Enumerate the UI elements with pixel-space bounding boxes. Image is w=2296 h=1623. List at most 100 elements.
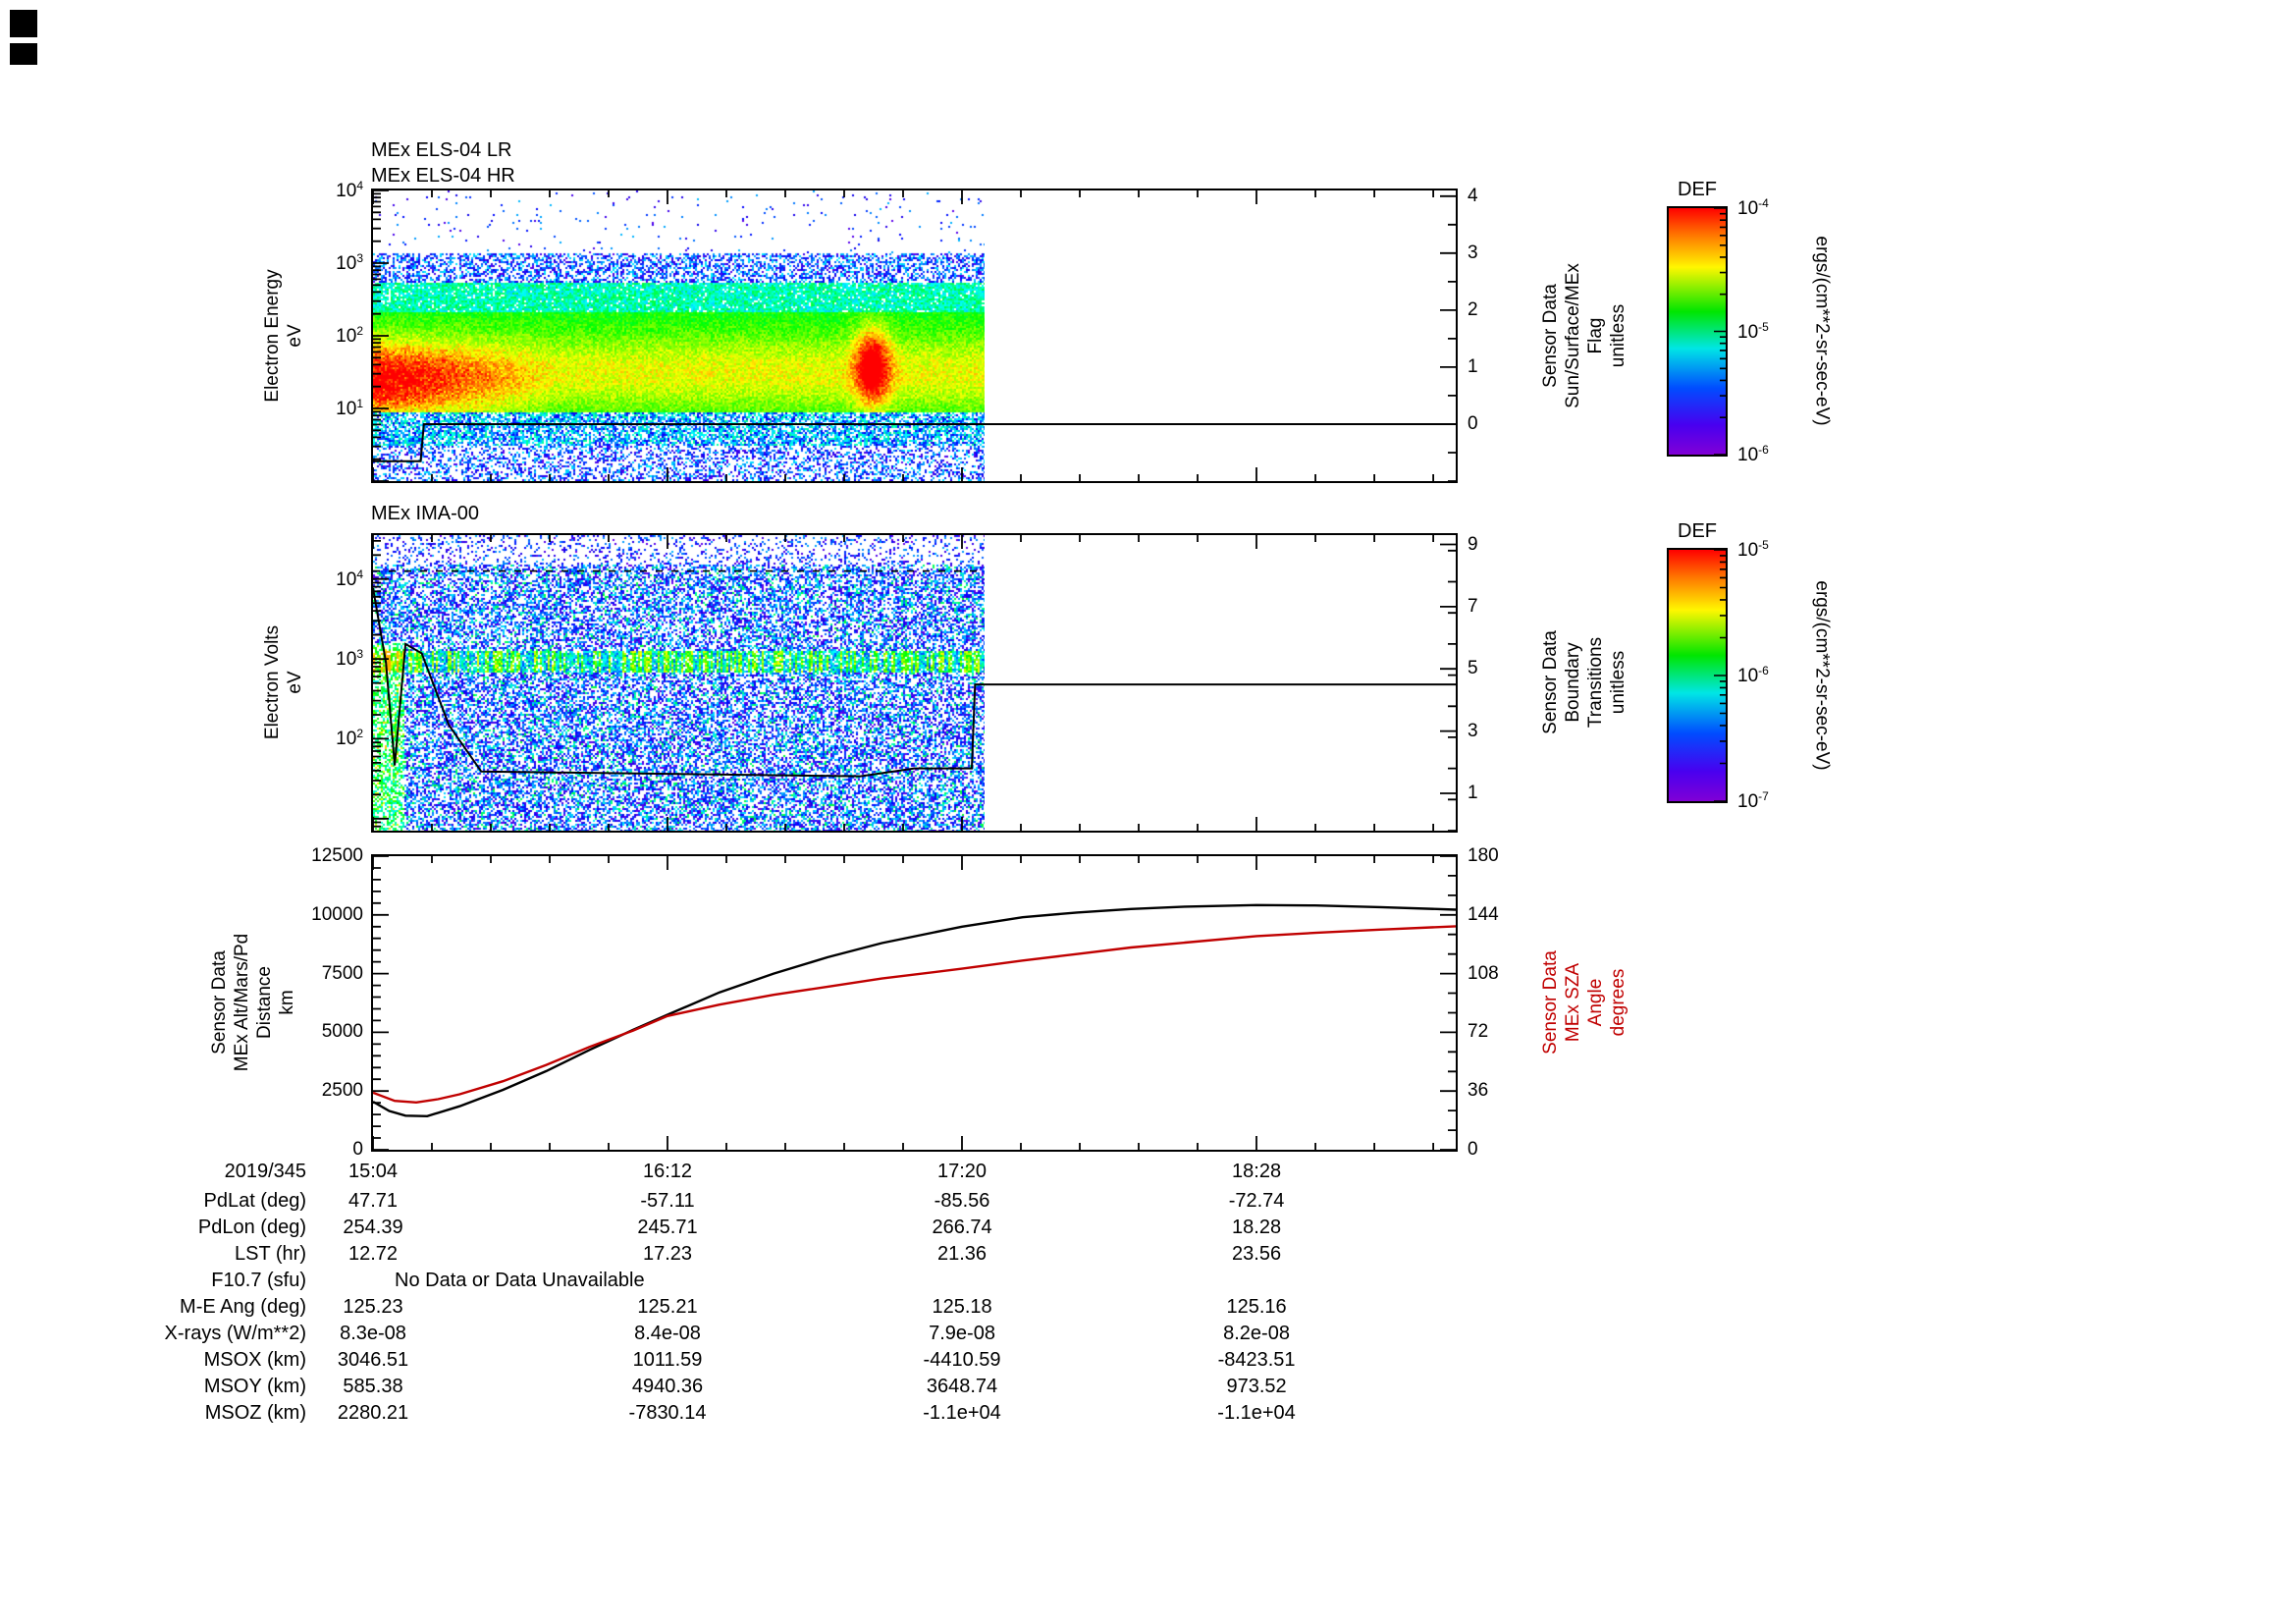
table-cell: -4410.59 [923,1349,1001,1371]
table-cell: 125.23 [343,1296,403,1318]
axis-title-line: MEx SZA [1563,962,1583,1043]
plot-line [373,856,1456,1150]
els-panel-title-hr: MEx ELS-04 HR [371,165,515,187]
axis-title-line: eV [285,671,305,694]
ima-panel-title: MEx IMA-00 [371,503,480,524]
table-cell: 1011.59 [632,1349,703,1371]
table-row-label: MSOZ (km) [204,1402,306,1424]
table-cell: -7830.14 [628,1402,707,1424]
els-right-tick-label: 0 [1468,412,1478,434]
table-cell: -8423.51 [1217,1349,1296,1371]
plot-line [373,190,1456,481]
table-cell: 47.71 [347,1190,399,1212]
plot-line [373,535,1456,831]
table-row: X-rays (W/m**2) 8.3e-08 8.4e-08 7.9e-08 8.2e… [0,1323,2296,1348]
colorbar-tick-label: 10-5 [1737,319,1769,343]
table-cell: -1.1e+04 [923,1402,1001,1424]
axis-title-line: Boundary [1563,642,1583,723]
axis-title-line: Transitions [1585,636,1606,729]
axis-title-line: Sensor Data [209,950,230,1055]
x-axis-time-label: 17:20 [937,1161,988,1182]
xy-left-tick-label: 7500 [321,962,363,984]
xy-right-tick-label: 72 [1468,1021,1489,1043]
ima-right-axis-title: Sensor Data Boundary Transitions unitless [1539,630,1629,734]
colorbar-ima-units: ergs/(cm**2-sr-sec-eV) [1811,580,1833,771]
axis-title-line: Sun/Surface/MEx [1563,263,1583,408]
plot-line [373,903,1456,1118]
ima-right-tick-label: 3 [1468,720,1478,741]
xy-left-axis-title: Sensor Data MEx Alt/Mars/Pd Distance km [208,934,298,1071]
table-cell: 125.21 [637,1296,698,1318]
axis-title-line: Sensor Data [1540,630,1561,734]
colorbar-els-title: DEF [1678,179,1717,200]
table-row-label: F10.7 (sfu) [211,1270,306,1291]
table-cell: 125.18 [932,1296,992,1318]
colorbar-scale-ticks [1714,208,1726,455]
els-y-tick-label: 103 [336,250,363,275]
table-cell: 23.56 [1232,1243,1282,1265]
axis-title-line: Flag [1585,317,1606,354]
els-right-tick-label: 1 [1468,355,1478,377]
table-cell: 585.38 [343,1376,403,1397]
ima-spectrogram-panel [371,533,1458,833]
table-cell: 8.4e-08 [634,1323,701,1344]
table-row: PdLat (deg) 47.71 -57.11 -85.56 -72.74 [0,1190,2296,1216]
axis-title-line: Electron Energy [262,269,283,403]
axis-title-line: Angle [1585,978,1606,1027]
table-cell: 3648.74 [926,1376,998,1397]
els-spectrogram-image [373,190,985,481]
x-axis-time-label: 16:12 [642,1161,693,1182]
els-right-axis-title: Sensor Data Sun/Surface/MEx Flag unitless [1539,263,1629,408]
table-row-label: PdLon (deg) [197,1217,306,1238]
table-cell: -57.11 [640,1190,695,1212]
plot-line [373,423,1456,462]
xy-right-tick-label: 36 [1468,1080,1489,1102]
axis-title-line: unitless [1608,303,1629,368]
ima-right-tick-label: 7 [1468,595,1478,617]
axis-title-line: Sensor Data [1540,284,1561,388]
colorbar-els-units: ergs/(cm**2-sr-sec-eV) [1811,236,1833,426]
ima-y-tick-label: 103 [336,646,363,671]
ima-right-tick-label: 1 [1468,782,1478,803]
els-right-tick-label: 3 [1468,242,1478,263]
table-cell: -72.74 [1228,1190,1285,1212]
table-row: PdLon (deg) 254.39 245.71 266.74 18.28 [0,1217,2296,1242]
table-row-label: M-E Ang (deg) [180,1296,306,1318]
xy-left-tick-label: 2500 [321,1080,363,1102]
x-axis-time-label: 18:28 [1232,1161,1282,1182]
table-cell: -1.1e+04 [1217,1402,1296,1424]
ima-y-tick-label: 104 [336,567,363,590]
table-row: MSOZ (km) 2280.21 -7830.14 -1.1e+04 -1.1e+04 [0,1402,2296,1428]
table-row: LST (hr) 12.72 17.23 21.36 23.56 [0,1243,2296,1269]
x-axis-date-label: 2019/345 [224,1161,306,1182]
xy-left-tick-label: 0 [352,1139,363,1160]
plot-line [373,587,1456,778]
colorbar-tick-label: 10-7 [1737,788,1769,813]
xy-right-tick-label: 0 [1468,1139,1478,1160]
table-row-label: X-rays (W/m**2) [164,1323,306,1344]
altitude-sza-overlay [373,856,1456,1150]
colorbar-tick-label: 10-5 [1737,537,1769,562]
xy-right-tick-label: 144 [1468,903,1499,925]
table-cell: 21.36 [937,1243,988,1265]
els-right-tick-label: 4 [1468,185,1478,206]
xy-right-tick-label: 180 [1468,845,1499,866]
els-panel-title-lr: MEx ELS-04 LR [371,139,512,161]
table-row: M-E Ang (deg) 125.23 125.21 125.18 125.16 [0,1296,2296,1322]
colorbar-scale-ticks [1714,550,1726,801]
table-cell-span: No Data or Data Unavailable [395,1270,645,1291]
ima-right-tick-label: 5 [1468,658,1478,679]
table-cell: 125.16 [1226,1296,1287,1318]
table-cell: 8.3e-08 [340,1323,406,1344]
axis-title-line: MEx Alt/Mars/Pd [232,933,252,1072]
table-row: MSOY (km) 585.38 4940.36 3648.74 973.52 [0,1376,2296,1401]
table-row-label: PdLat (deg) [203,1190,306,1212]
table-cell: 8.2e-08 [1223,1323,1290,1344]
table-row: MSOX (km) 3046.51 1011.59 -4410.59 -8423.51 [0,1349,2296,1375]
els-right-tick-label: 2 [1468,298,1478,320]
table-cell: 254.39 [343,1217,403,1238]
table-cell: -85.56 [934,1190,990,1212]
table-cell: 3046.51 [337,1349,409,1371]
els-y-tick-label: 104 [336,178,363,202]
